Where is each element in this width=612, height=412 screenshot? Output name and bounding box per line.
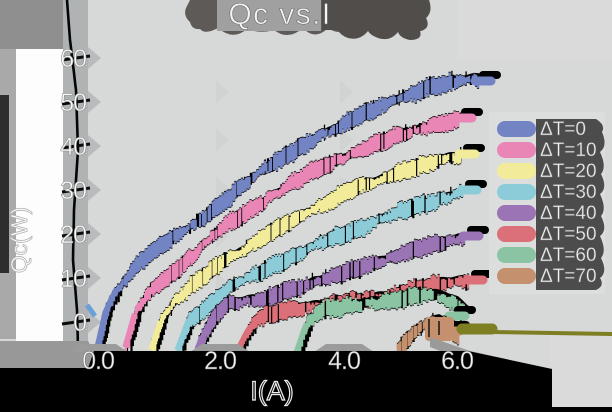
svg-text:Qc(W): Qc(W): [6, 207, 32, 273]
svg-text:I(A): I(A): [250, 376, 294, 406]
svg-text:6.0: 6.0: [441, 347, 473, 375]
svg-text:ΔT=10: ΔT=10: [540, 140, 597, 161]
svg-text:0: 0: [73, 309, 86, 337]
svg-text:30: 30: [60, 177, 86, 205]
svg-text:50: 50: [60, 89, 86, 117]
svg-text:0.0: 0.0: [82, 347, 114, 375]
svg-text:4.0: 4.0: [328, 347, 360, 375]
svg-text:ΔT=50: ΔT=50: [540, 224, 597, 245]
svg-text:20: 20: [60, 221, 86, 249]
svg-text:2.0: 2.0: [204, 347, 236, 375]
svg-text:Qc vs.I: Qc vs.I: [228, 0, 331, 31]
svg-text:10: 10: [60, 265, 86, 293]
svg-text:ΔT=40: ΔT=40: [540, 203, 597, 224]
svg-text:60: 60: [60, 45, 86, 73]
svg-text:ΔT=20: ΔT=20: [540, 161, 597, 182]
svg-text:ΔT=60: ΔT=60: [540, 245, 597, 266]
svg-text:40: 40: [60, 133, 86, 161]
svg-text:ΔT=0: ΔT=0: [540, 119, 586, 140]
svg-text:ΔT=30: ΔT=30: [540, 182, 597, 203]
svg-text:ΔT=70: ΔT=70: [540, 266, 597, 287]
